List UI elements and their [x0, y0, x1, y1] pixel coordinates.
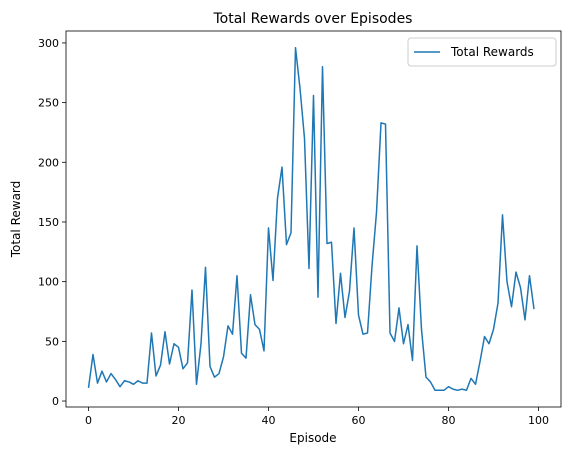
x-tick-label: 100 — [528, 414, 549, 427]
y-axis-label: Total Reward — [9, 181, 23, 259]
y-tick-label: 100 — [38, 276, 59, 289]
y-axis: 0 50 100 150 200 250 300 — [38, 37, 66, 408]
x-tick-label: 20 — [172, 414, 186, 427]
y-tick-label: 150 — [38, 216, 59, 229]
x-axis: 0 20 40 60 80 100 — [85, 407, 549, 427]
y-tick-label: 200 — [38, 156, 59, 169]
y-tick-label: 0 — [52, 395, 59, 408]
x-tick-label: 60 — [352, 414, 366, 427]
x-tick-label: 0 — [85, 414, 92, 427]
legend-label: Total Rewards — [450, 45, 534, 59]
y-tick-label: 300 — [38, 37, 59, 50]
series-line-total-rewards — [87, 46, 535, 392]
x-axis-label: Episode — [289, 431, 336, 445]
x-tick-label: 80 — [442, 414, 456, 427]
y-tick-label: 250 — [38, 97, 59, 110]
x-tick-label: 40 — [262, 414, 276, 427]
plot-area-frame — [65, 30, 562, 408]
y-tick-label: 50 — [45, 335, 59, 348]
series-layer — [87, 46, 535, 392]
legend: Total Rewards — [407, 37, 557, 67]
chart-title: Total Rewards over Episodes — [213, 11, 413, 27]
legend-box — [407, 37, 557, 67]
